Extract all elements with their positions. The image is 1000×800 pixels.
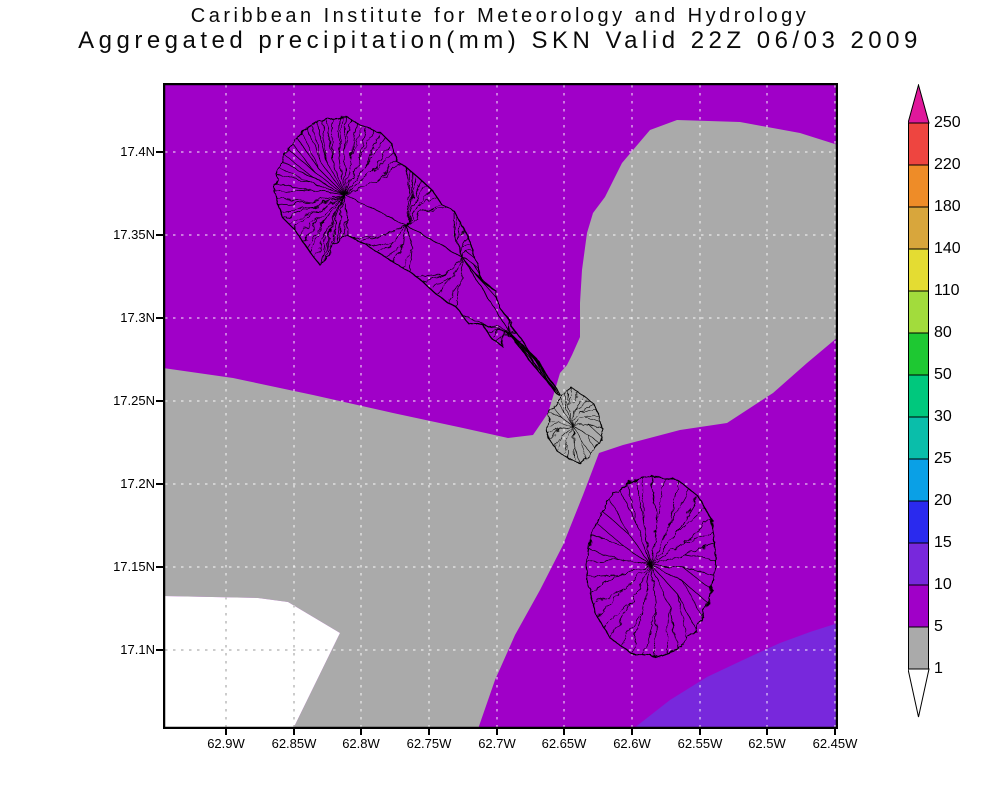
y-tick-mark [156, 649, 164, 651]
x-tick-label: 62.7W [478, 736, 516, 751]
page-subtitle: Aggregated precipitation(mm) SKN Valid 2… [78, 27, 922, 54]
colorbar-level-label: 50 [934, 366, 952, 383]
colorbar-segment [908, 542, 929, 586]
colorbar-segment [908, 290, 929, 334]
colorbar-level-label: 5 [934, 618, 943, 635]
x-tick-label: 62.5W [748, 736, 786, 751]
precipitation-map [163, 83, 838, 729]
x-tick-mark [428, 728, 430, 735]
map-frame [163, 83, 838, 729]
colorbar-segment [908, 584, 929, 628]
y-tick-label: 17.2N [120, 476, 155, 491]
y-tick-mark [156, 151, 164, 153]
colorbar-level-label: 110 [934, 282, 960, 299]
page-title: Caribbean Institute for Meteorology and … [190, 5, 810, 27]
colorbar-level-label: 10 [934, 576, 952, 593]
colorbar-level-label: 220 [934, 156, 961, 173]
x-tick-label: 62.8W [342, 736, 380, 751]
x-tick-label: 62.9W [207, 736, 245, 751]
x-tick-label: 62.45W [812, 736, 858, 751]
x-tick-mark [293, 728, 295, 735]
x-tick-mark [834, 728, 836, 735]
y-tick-label: 17.25N [113, 393, 155, 408]
island-outlines [274, 116, 717, 658]
x-tick-mark [360, 728, 362, 735]
x-tick-mark [563, 728, 565, 735]
x-tick-label: 62.55W [677, 736, 723, 751]
colorbar-segment [908, 164, 929, 208]
x-tick-mark [225, 728, 227, 735]
colorbar-segment [908, 248, 929, 292]
colorbar-above-max-arrow [908, 84, 930, 124]
y-tick-mark [156, 483, 164, 485]
x-tick-mark [699, 728, 701, 735]
x-tick-label: 62.75W [406, 736, 452, 751]
precip-region-10-15mm [633, 623, 838, 729]
colorbar-level-label: 140 [934, 240, 961, 257]
colorbar-level-label: 250 [934, 114, 961, 131]
colorbar-segment [908, 500, 929, 544]
colorbar-level-label: 15 [934, 534, 952, 551]
colorbar-segment [908, 626, 929, 670]
colorbar-segment [908, 206, 929, 250]
x-tick-label: 62.65W [541, 736, 587, 751]
y-tick-label: 17.35N [113, 227, 155, 242]
x-tick-mark [766, 728, 768, 735]
y-tick-label: 17.4N [120, 144, 155, 159]
y-tick-mark [156, 400, 164, 402]
x-tick-mark [631, 728, 633, 735]
x-tick-label: 62.85W [271, 736, 317, 751]
colorbar-segment [908, 122, 929, 166]
colorbar-level-label: 80 [934, 324, 952, 341]
lat-lon-grid [165, 85, 836, 727]
colorbar-segment [908, 332, 929, 376]
colorbar-level-label: 1 [934, 660, 943, 677]
colorbar-segment [908, 374, 929, 418]
y-tick-label: 17.1N [120, 642, 155, 657]
y-tick-mark [156, 317, 164, 319]
y-tick-mark [156, 566, 164, 568]
colorbar-level-label: 30 [934, 408, 952, 425]
colorbar-level-label: 25 [934, 450, 952, 467]
colorbar-level-label: 20 [934, 492, 952, 509]
y-tick-label: 17.3N [120, 310, 155, 325]
colorbar-segment [908, 458, 929, 502]
colorbar-level-label: 180 [934, 198, 961, 215]
precip-region-below-1mm [163, 596, 340, 729]
x-tick-mark [496, 728, 498, 735]
precip-region-1-5mm [163, 120, 838, 729]
x-tick-label: 62.6W [613, 736, 651, 751]
y-tick-mark [156, 234, 164, 236]
colorbar [908, 84, 930, 718]
colorbar-below-min-arrow [908, 668, 930, 718]
colorbar-segment [908, 416, 929, 460]
y-tick-label: 17.15N [113, 559, 155, 574]
